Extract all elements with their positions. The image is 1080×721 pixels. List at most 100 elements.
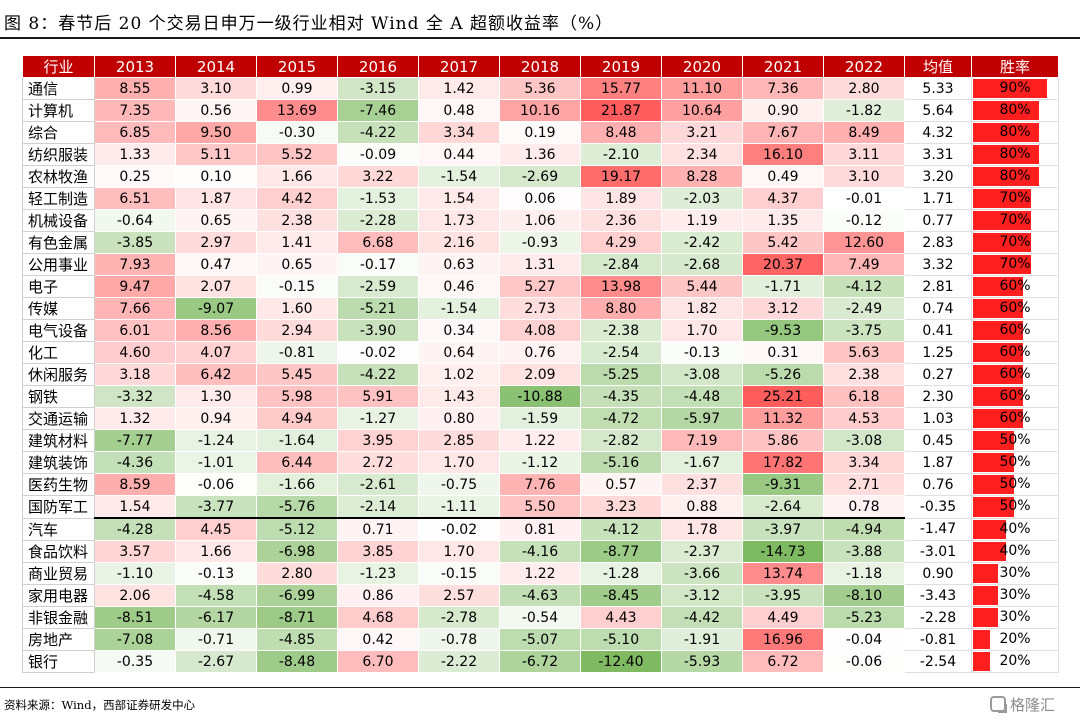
average-cell: 3.20 <box>904 165 972 188</box>
value-cell: 1.66 <box>175 540 257 563</box>
footer-rule <box>0 687 1080 688</box>
value-cell: -1.59 <box>499 407 581 430</box>
value-cell: -7.08 <box>94 628 176 651</box>
value-cell: 1.43 <box>418 385 500 408</box>
average-cell: 5.64 <box>904 99 972 122</box>
value-cell: 0.76 <box>499 341 581 364</box>
win-rate-cell: 60% <box>971 407 1059 430</box>
value-cell: 6.44 <box>256 451 338 474</box>
win-rate-bar <box>973 277 1023 296</box>
win-rate-label: 60% <box>999 300 1031 316</box>
value-cell: -0.04 <box>823 628 905 651</box>
industry-cell: 通信 <box>22 77 95 100</box>
value-cell: -0.13 <box>661 341 743 364</box>
value-cell: -4.63 <box>499 584 581 607</box>
table-row: 汽车 -4.28 4.45 -5.12 0.71 -0.02 0.81 -4.12 1.78 -3… <box>22 517 1059 541</box>
value-cell: 2.73 <box>499 297 581 320</box>
value-cell: -1.91 <box>661 628 743 651</box>
value-cell: -4.12 <box>580 517 662 541</box>
value-cell: 16.10 <box>742 143 824 166</box>
value-cell: -0.15 <box>418 562 500 585</box>
value-cell: 1.54 <box>418 187 500 210</box>
value-cell: 0.25 <box>94 165 176 188</box>
value-cell: -3.32 <box>94 385 176 408</box>
value-cell: 4.53 <box>823 407 905 430</box>
win-rate-bar <box>973 497 1015 517</box>
value-cell: -0.71 <box>175 628 257 651</box>
win-rate-label: 20% <box>999 631 1031 647</box>
value-cell: -9.31 <box>742 473 824 496</box>
win-rate-label: 60% <box>999 388 1031 404</box>
watermark-logo: 格隆汇 <box>990 690 1078 718</box>
value-cell: 0.48 <box>418 99 500 122</box>
value-cell: 7.36 <box>742 77 824 100</box>
value-cell: -1.28 <box>580 562 662 585</box>
value-cell: 0.10 <box>175 165 257 188</box>
value-cell: 12.60 <box>823 231 905 254</box>
excess-return-table: 行业 2013 2014 2015 2016 2017 2018 2019 2020 2021 20… <box>22 55 1059 673</box>
industry-cell: 钢铁 <box>22 385 95 408</box>
win-rate-label: 50% <box>999 476 1031 492</box>
win-rate-cell: 60% <box>971 319 1059 342</box>
value-cell: 4.08 <box>499 319 581 342</box>
value-cell: 6.01 <box>94 319 176 342</box>
value-cell: 25.21 <box>742 385 824 408</box>
value-cell: -5.25 <box>580 363 662 386</box>
header-cell: 2016 <box>337 55 419 78</box>
value-cell: 19.17 <box>580 165 662 188</box>
value-cell: -2.68 <box>661 253 743 276</box>
win-rate-bar <box>973 321 1023 340</box>
average-cell: -3.43 <box>904 584 972 607</box>
table-row: 公用事业 7.93 0.47 0.65 -0.17 0.63 1.31 -2.84 -2.68 2… <box>22 253 1059 276</box>
value-cell: -0.02 <box>418 517 500 541</box>
value-cell: -4.94 <box>823 517 905 541</box>
value-cell: -4.12 <box>823 275 905 298</box>
value-cell: -5.93 <box>661 650 743 673</box>
value-cell: 2.94 <box>256 319 338 342</box>
win-rate-label: 70% <box>999 234 1031 250</box>
value-cell: -3.15 <box>337 77 419 100</box>
value-cell: 20.37 <box>742 253 824 276</box>
average-cell: 1.03 <box>904 407 972 430</box>
header-cell: 2022 <box>823 55 905 78</box>
value-cell: 5.11 <box>175 143 257 166</box>
header-cell: 2013 <box>94 55 176 78</box>
average-cell: 2.30 <box>904 385 972 408</box>
header-cell: 均值 <box>904 55 972 78</box>
value-cell: -1.54 <box>418 297 500 320</box>
value-cell: 0.71 <box>337 517 419 541</box>
win-rate-bar <box>973 233 1031 252</box>
win-rate-bar <box>973 431 1015 450</box>
value-cell: -3.97 <box>742 517 824 541</box>
table-row: 医药生物 8.59 -0.06 -1.66 -2.61 -0.75 7.76 0.57 2.37… <box>22 473 1059 496</box>
value-cell: -9.07 <box>175 297 257 320</box>
value-cell: 1.87 <box>175 187 257 210</box>
value-cell: 3.57 <box>94 540 176 563</box>
value-cell: -0.02 <box>337 341 419 364</box>
value-cell: -1.82 <box>823 99 905 122</box>
value-cell: 5.50 <box>499 495 581 519</box>
table-row: 电气设备 6.01 8.56 2.94 -3.90 0.34 4.08 -2.38 1.70 -9… <box>22 319 1059 342</box>
value-cell: 3.12 <box>742 297 824 320</box>
value-cell: 5.27 <box>499 275 581 298</box>
win-rate-bar <box>973 145 1040 164</box>
value-cell: 0.06 <box>499 187 581 210</box>
value-cell: 4.42 <box>256 187 338 210</box>
watermark-icon <box>990 696 1007 713</box>
value-cell: 7.66 <box>94 297 176 320</box>
value-cell: -4.85 <box>256 628 338 651</box>
win-rate-bar <box>973 519 1007 539</box>
average-cell: 2.81 <box>904 275 972 298</box>
win-rate-label: 60% <box>999 278 1031 294</box>
win-rate-label: 40% <box>999 520 1031 537</box>
value-cell: -5.23 <box>823 606 905 629</box>
industry-cell: 轻工制造 <box>22 187 95 210</box>
value-cell: -3.77 <box>175 495 257 519</box>
average-cell: 0.45 <box>904 429 972 452</box>
value-cell: 0.88 <box>661 495 743 519</box>
value-cell: 5.45 <box>256 363 338 386</box>
table-header-row: 行业 2013 2014 2015 2016 2017 2018 2019 2020 2021 20… <box>22 55 1059 78</box>
value-cell: 15.77 <box>580 77 662 100</box>
value-cell: 1.22 <box>499 562 581 585</box>
win-rate-label: 80% <box>999 168 1031 184</box>
